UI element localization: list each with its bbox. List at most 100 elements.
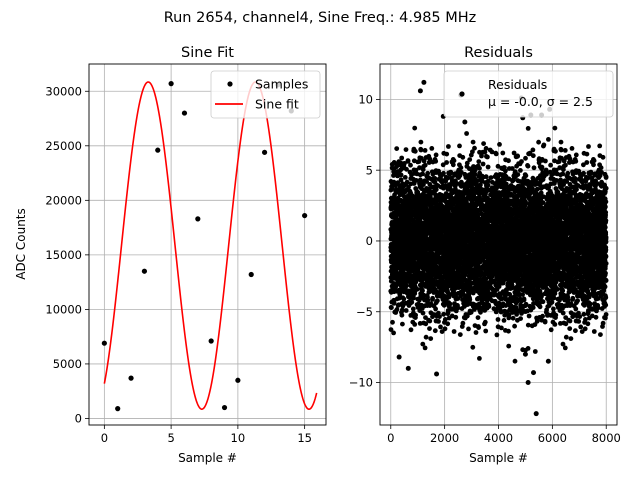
residuals-plot-area — [388, 79, 609, 417]
sine-fit-xtick-label: 15 — [297, 431, 312, 445]
residual-point — [432, 328, 438, 334]
residual-point — [500, 150, 506, 156]
sine-fit-xlabel: Sample # — [178, 451, 237, 465]
residual-point — [453, 314, 459, 320]
residual-point — [399, 155, 405, 161]
residual-point — [506, 328, 511, 334]
sine-fit-ylabel: ADC Counts — [14, 208, 28, 280]
sample-point — [195, 216, 201, 222]
residual-point — [512, 323, 517, 329]
residual-point — [410, 306, 416, 312]
residual-point — [421, 292, 427, 298]
residual-point — [413, 167, 419, 173]
sample-point — [235, 377, 241, 383]
residual-point — [423, 334, 429, 340]
residual-point — [427, 326, 432, 331]
residual-point — [401, 296, 407, 302]
residual-point — [438, 324, 443, 330]
residual-point — [413, 178, 419, 183]
residual-point — [457, 332, 463, 337]
residual-point — [392, 192, 397, 198]
residual-point — [450, 162, 456, 168]
residual-point — [485, 164, 491, 170]
residual-point — [455, 305, 461, 311]
residual-point — [425, 297, 431, 303]
sine-fit-legend: Samples Sine fit — [210, 70, 321, 119]
residual-point — [391, 330, 396, 336]
residual-point — [506, 343, 512, 349]
sine-fit-axes-frame — [88, 63, 327, 426]
residual-point — [501, 318, 507, 323]
residual-point — [389, 305, 394, 310]
residual-point — [396, 295, 402, 301]
residual-point — [418, 147, 424, 153]
residual-point — [391, 299, 397, 305]
residual-point — [409, 299, 415, 305]
residual-point — [433, 158, 439, 164]
residual-point — [412, 291, 418, 296]
sine-fit-ytick-label: 0 — [75, 412, 82, 426]
sine-fit-ytick-label: 25000 — [45, 139, 82, 153]
residual-point — [441, 170, 446, 176]
residual-point — [445, 321, 451, 327]
residual-point — [473, 330, 479, 335]
residual-point — [437, 314, 442, 319]
residual-point — [475, 315, 481, 320]
sine-fit-panel: Sine Fit 0 5 10 150500010000150002000025000… — [14, 45, 327, 465]
residual-point — [417, 165, 422, 171]
residual-point — [394, 307, 400, 312]
residual-point — [460, 154, 466, 160]
residual-point — [483, 328, 489, 334]
residual-point — [422, 162, 428, 168]
residual-point — [493, 151, 499, 157]
residual-point — [485, 154, 490, 160]
residual-point — [451, 329, 457, 334]
sine-fit-xtick-label: 10 — [231, 431, 246, 445]
residual-point — [444, 160, 449, 165]
residual-point — [470, 139, 476, 145]
residual-point — [429, 146, 435, 151]
residual-point — [483, 174, 489, 180]
sample-point — [155, 147, 161, 153]
residual-point — [448, 169, 454, 175]
residual-point — [436, 319, 441, 324]
residual-point — [460, 320, 466, 326]
residual-point — [458, 165, 464, 171]
sine-fit-ytick-label: 5000 — [53, 357, 82, 371]
residual-point — [403, 308, 409, 313]
residual-point — [451, 158, 457, 164]
sine-fit-ytick-label: 20000 — [45, 194, 82, 208]
residual-point — [442, 326, 448, 332]
residual-point — [499, 325, 504, 331]
residual-point — [477, 356, 482, 361]
residual-point — [467, 297, 473, 302]
residual-point — [488, 175, 494, 181]
residual-point — [428, 336, 434, 341]
residual-point — [476, 159, 482, 165]
sample-point — [115, 406, 121, 412]
residual-point — [433, 306, 438, 312]
residual-point — [404, 283, 409, 289]
residual-point — [447, 301, 453, 307]
residual-point — [482, 319, 488, 325]
residual-point — [417, 321, 423, 326]
sample-point — [208, 338, 214, 344]
residual-point — [422, 148, 428, 153]
residual-point — [422, 297, 427, 303]
residual-point — [430, 295, 435, 301]
sine-fit-title: Sine Fit — [181, 45, 234, 61]
residual-point — [423, 321, 429, 327]
residual-point — [411, 295, 416, 301]
legend-fit-label: Sine fit — [255, 97, 299, 112]
residual-point — [421, 158, 427, 164]
legend-samples-label: Samples — [255, 77, 308, 92]
residual-point — [421, 182, 426, 188]
residual-point — [466, 326, 471, 332]
residual-point — [399, 312, 405, 318]
residual-point — [425, 170, 431, 176]
residual-point — [506, 158, 511, 164]
sample-point — [181, 110, 188, 116]
sine-fit-ytick-label: 15000 — [45, 248, 82, 262]
